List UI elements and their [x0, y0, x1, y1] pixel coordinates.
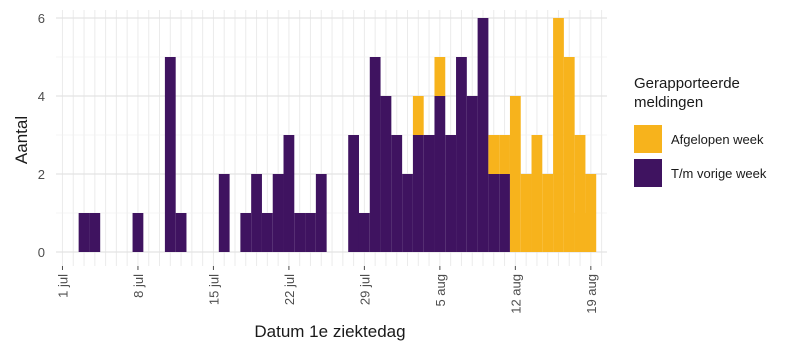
legend-label-tm-vorige-week: T/m vorige week: [671, 166, 767, 181]
bar-tm-vorige-week: [477, 18, 489, 252]
x-tick-label: 22 jul: [282, 274, 297, 305]
bars-group: [78, 18, 597, 252]
bar-tm-vorige-week: [305, 213, 316, 252]
bar-afgelopen-week: [520, 174, 532, 252]
bar-afgelopen-week: [488, 135, 500, 174]
x-tick-label: 5 aug: [433, 274, 448, 307]
y-axis-ticks: 0 2 4 6: [38, 11, 45, 260]
bar-tm-vorige-week: [89, 213, 101, 252]
legend: Gerapporteerde meldingen Afgelopen week …: [634, 75, 767, 187]
bar-tm-vorige-week: [261, 213, 273, 252]
bar-afgelopen-week: [434, 57, 446, 96]
y-tick-label: 0: [38, 245, 45, 260]
x-axis-ticks: 1 jul 8 jul 15 jul 22 jul 29 jul 5 aug 12 aug 1…: [55, 266, 599, 314]
legend-swatch-afgelopen-week: [634, 125, 662, 153]
bar-tm-vorige-week: [283, 135, 295, 252]
bar-tm-vorige-week: [164, 57, 176, 252]
bar-tm-vorige-week: [423, 135, 435, 252]
legend-swatch-tm-vorige-week: [634, 159, 662, 187]
legend-title-line1: Gerapporteerde: [634, 75, 740, 92]
y-tick-label: 4: [38, 89, 45, 104]
bar-tm-vorige-week: [78, 213, 90, 252]
bar-tm-vorige-week: [380, 96, 392, 252]
bar-tm-vorige-week: [294, 213, 306, 252]
bar-tm-vorige-week: [456, 57, 467, 252]
bar-tm-vorige-week: [251, 174, 262, 252]
x-tick-label: 12 aug: [508, 274, 523, 314]
bar-tm-vorige-week: [434, 96, 446, 252]
bar-tm-vorige-week: [369, 57, 381, 252]
legend-label-afgelopen-week: Afgelopen week: [671, 132, 764, 147]
bar-tm-vorige-week: [402, 174, 413, 252]
bar-tm-vorige-week: [358, 213, 370, 252]
bar-tm-vorige-week: [132, 213, 144, 252]
bar-tm-vorige-week: [445, 135, 457, 252]
x-tick-label: 1 jul: [55, 274, 70, 298]
bar-tm-vorige-week: [391, 135, 403, 252]
x-tick-label: 15 jul: [206, 274, 221, 305]
y-axis-title: Aantal: [12, 116, 31, 164]
x-tick-label: 29 jul: [357, 274, 372, 305]
bar-tm-vorige-week: [218, 174, 230, 252]
bar-afgelopen-week: [509, 96, 521, 252]
bar-afgelopen-week: [585, 174, 597, 252]
bar-tm-vorige-week: [488, 174, 500, 252]
x-axis-title: Datum 1e ziektedag: [254, 322, 405, 341]
bar-tm-vorige-week: [315, 174, 327, 252]
bar-tm-vorige-week: [272, 174, 284, 252]
x-tick-label: 19 aug: [584, 274, 599, 314]
bar-tm-vorige-week: [412, 135, 424, 252]
bar-afgelopen-week: [563, 57, 575, 252]
bar-afgelopen-week: [574, 135, 586, 252]
bar-tm-vorige-week: [499, 174, 510, 252]
bar-afgelopen-week: [542, 174, 554, 252]
x-tick-label: 8 jul: [131, 274, 146, 298]
bar-tm-vorige-week: [466, 96, 478, 252]
y-tick-label: 2: [38, 167, 45, 182]
legend-title-line2: meldingen: [634, 94, 703, 111]
bar-afgelopen-week: [574, 213, 586, 252]
bar-afgelopen-week: [553, 18, 564, 252]
bar-tm-vorige-week: [240, 213, 252, 252]
bar-tm-vorige-week: [348, 135, 359, 252]
y-tick-label: 6: [38, 11, 45, 26]
bar-afgelopen-week: [412, 96, 424, 135]
bar-afgelopen-week: [531, 135, 543, 252]
bar-afgelopen-week: [499, 135, 510, 174]
bar-tm-vorige-week: [175, 213, 187, 252]
